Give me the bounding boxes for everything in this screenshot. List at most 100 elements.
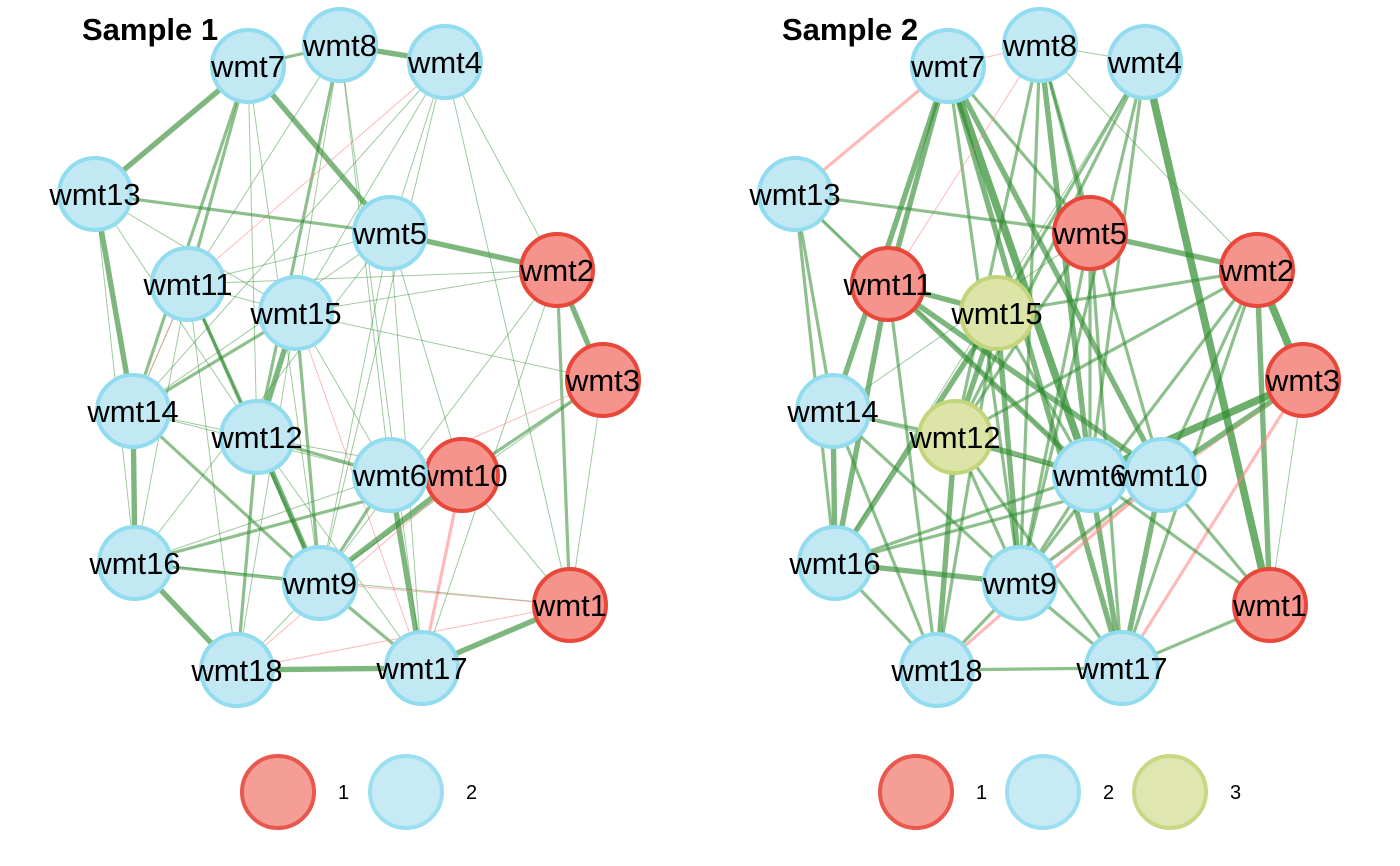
node-circle — [1002, 7, 1078, 83]
node-label: wmt11 — [842, 267, 932, 302]
panel-title: Sample 1 — [82, 12, 218, 47]
node-circle — [1107, 24, 1183, 100]
edge-wmt2-wmt12 — [953, 268, 1259, 439]
legend-label: 1 — [976, 782, 987, 804]
edge-wmt11-wmt10 — [885, 281, 1165, 478]
node-layer: wmt1 wmt2 wmt3 wmt5 wmt11 wmt4 wmt6 wmt7 wmt8 wmt… — [748, 7, 1341, 708]
edge-wmt15-wmt2 — [995, 268, 1259, 315]
node-label: wmt6 — [352, 458, 427, 493]
edge-wmt2-wmt11 — [187, 269, 558, 285]
node-layer: wmt1 wmt2 wmt3 wmt10 wmt4 wmt5 wmt6 wmt7 wmt8 wmt… — [48, 7, 641, 708]
node-circle — [199, 632, 275, 708]
node-label: wmt14 — [786, 394, 878, 429]
node-wmt8: wmt8 — [1002, 7, 1078, 83]
edge-wmt8-wmt12 — [255, 43, 342, 439]
node-label: wmt9 — [282, 566, 357, 601]
node-wmt11: wmt11 — [842, 246, 933, 322]
node-wmt9: wmt9 — [282, 545, 358, 621]
node-wmt3: wmt3 — [565, 342, 641, 418]
edge-wmt15-wmt18 — [236, 312, 297, 671]
panel-title: Sample 2 — [782, 12, 918, 47]
node-label: wmt3 — [1265, 363, 1340, 398]
edge-wmt14-wmt18 — [831, 409, 939, 672]
edge-wmt13-wmt5 — [93, 192, 392, 235]
edge-wmt4-wmt9 — [319, 61, 446, 584]
node-wmt16: wmt16 — [788, 525, 881, 601]
node-wmt1: wmt1 — [1232, 567, 1308, 643]
node-label: wmt17 — [1075, 651, 1167, 686]
edge-wmt8-wmt15 — [295, 44, 341, 314]
node-wmt7: wmt7 — [910, 28, 986, 104]
node-circle — [258, 275, 334, 351]
edge-wmt6-wmt16 — [833, 473, 1092, 565]
edge-wmt11-wmt18 — [187, 283, 238, 671]
edge-wmt4-wmt2 — [444, 61, 558, 271]
node-label: wmt12 — [210, 420, 302, 455]
network-panel-sample-2: wmt1 wmt2 wmt3 wmt5 wmt11 wmt4 wmt6 wmt7 wmt8 wmt… — [748, 7, 1341, 708]
node-wmt6: wmt6 — [1052, 437, 1128, 513]
node-wmt2: wmt2 — [1219, 232, 1295, 308]
node-label: wmt6 — [1052, 458, 1127, 493]
legend-label: 1 — [338, 782, 349, 804]
node-wmt5: wmt5 — [1052, 195, 1128, 271]
edge-wmt11-wmt6 — [885, 281, 1093, 478]
node-circle — [795, 373, 871, 449]
node-wmt6: wmt6 — [352, 437, 428, 513]
node-label: wmt10 — [1115, 458, 1207, 493]
node-circle — [565, 342, 641, 418]
node-circle — [1084, 630, 1160, 706]
node-wmt7: wmt7 — [210, 28, 286, 104]
edge-wmt14-wmt9 — [831, 409, 1022, 585]
edge-wmt2-wmt1 — [555, 268, 572, 607]
edge-wmt15-wmt9 — [994, 310, 1023, 586]
node-circle — [282, 545, 358, 621]
node-circle — [982, 545, 1058, 621]
edge-wmt13-wmt5 — [793, 192, 1092, 235]
node-label: wmt4 — [1107, 45, 1182, 80]
edge-wmt6-wmt16 — [134, 474, 391, 564]
edge-wmt4-wmt1 — [444, 61, 571, 606]
edge-wmt3-wmt6 — [1086, 376, 1307, 479]
node-wmt13: wmt13 — [48, 156, 141, 232]
edge-wmt4-wmt15 — [995, 60, 1147, 315]
node-label: wmt8 — [1002, 28, 1077, 63]
legend-swatch — [240, 754, 316, 830]
edge-wmt8-wmt12 — [953, 43, 1042, 439]
legend-swatch — [1005, 754, 1081, 830]
edge-wmt15-wmt18 — [935, 311, 999, 672]
node-label: wmt9 — [982, 566, 1057, 601]
node-label: wmt1 — [532, 588, 607, 623]
node-label: wmt2 — [1219, 253, 1294, 288]
node-circle — [1219, 232, 1295, 308]
node-wmt15: wmt15 — [950, 275, 1043, 351]
node-circle — [850, 246, 926, 322]
edge-wmt9-wmt1 — [319, 582, 571, 606]
node-circle — [757, 156, 833, 232]
edge-wmt4-wmt15 — [295, 61, 446, 314]
node-wmt4: wmt4 — [1107, 24, 1183, 100]
node-label: wmt16 — [788, 546, 880, 581]
node-wmt12: wmt12 — [908, 399, 1001, 475]
node-circle — [797, 525, 873, 601]
edge-wmt7-wmt14 — [830, 63, 951, 414]
node-label: wmt14 — [86, 394, 178, 429]
edge-wmt5-wmt16 — [134, 232, 391, 564]
edge-wmt2-wmt9 — [1018, 268, 1259, 585]
legend-swatch — [878, 754, 954, 830]
edge-wmt2-wmt1 — [1254, 267, 1273, 608]
node-circle — [899, 632, 975, 708]
edge-wmt5-wmt9 — [319, 232, 391, 584]
legend-swatch — [1132, 754, 1208, 830]
node-circle — [1265, 342, 1341, 418]
node-wmt3: wmt3 — [1265, 342, 1341, 418]
node-wmt4: wmt4 — [407, 24, 483, 100]
node-wmt16: wmt16 — [88, 525, 181, 601]
node-wmt9: wmt9 — [982, 545, 1058, 621]
edge-wmt8-wmt17 — [339, 44, 423, 669]
node-circle — [150, 246, 226, 322]
edge-wmt3-wmt6 — [389, 379, 604, 476]
node-circle — [407, 24, 483, 100]
node-wmt15: wmt15 — [249, 275, 342, 351]
